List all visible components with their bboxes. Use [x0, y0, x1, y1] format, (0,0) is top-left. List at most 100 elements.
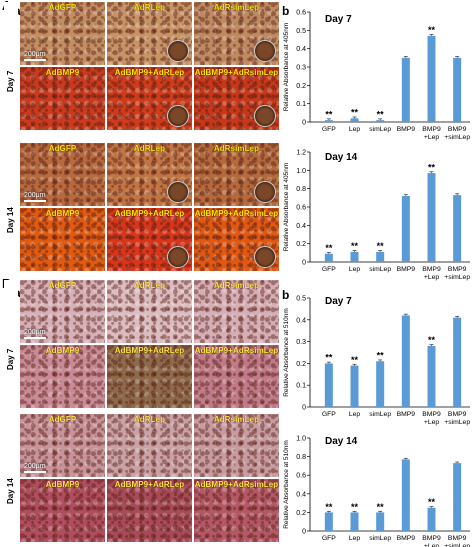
scale-bar — [24, 471, 46, 473]
x-tick-label: BMP9 — [397, 266, 416, 273]
x-tick-label: BMP9 — [422, 126, 441, 133]
micrograph-tile: AdRsimLep — [194, 143, 279, 206]
micrograph-tile: AdGFP 200μm — [20, 2, 105, 65]
micrograph-tile: AdRsimLep — [194, 414, 279, 477]
bar — [427, 507, 436, 531]
x-tick-label: +Lep — [424, 419, 440, 426]
tile-label: AdGFP — [48, 3, 77, 12]
tile-label: AdRLep — [133, 281, 166, 290]
y-tick-label: 0 — [302, 120, 306, 127]
significance-label: ** — [377, 109, 385, 119]
micrograph-tile: AdRLep — [107, 143, 192, 206]
plate-well-inset — [167, 105, 189, 127]
day-label: Day 7 — [6, 348, 15, 370]
significance-label: ** — [325, 109, 333, 119]
x-tick-label: simLep — [369, 535, 391, 542]
y-tick-label: 0.2 — [296, 83, 306, 90]
y-tick-label: 0.6 — [296, 473, 306, 480]
micrograph-tile: AdBMP9+AdRLep — [107, 67, 192, 130]
day-sidebar-b-day7: Day 7 — [4, 280, 18, 408]
x-tick-label: BMP9 — [422, 535, 441, 542]
significance-label: ** — [377, 241, 385, 251]
tile-label: AdRsimLep — [213, 415, 260, 424]
bar — [324, 512, 333, 531]
scale-bar — [24, 337, 46, 339]
y-tick-label: 0.6 — [296, 10, 306, 17]
bar — [401, 315, 410, 407]
significance-label: ** — [428, 25, 436, 35]
day-sidebar-a-day14: Day 14 — [4, 143, 18, 271]
plate-well-inset — [167, 40, 189, 62]
bar — [427, 345, 436, 407]
x-tick-label: +Lep — [424, 134, 440, 141]
micrograph-tile: AdBMP9+AdRsimLep — [194, 345, 279, 408]
x-tick-label: simLep — [369, 266, 391, 273]
tile-label: AdRLep — [133, 3, 166, 12]
micrograph-tile: AdBMP9+AdRsimLep — [194, 67, 279, 130]
bar — [350, 365, 359, 407]
bar — [427, 173, 436, 262]
plate-well-inset — [254, 105, 276, 127]
y-tick-label: 1.0 — [296, 168, 306, 175]
significance-label: ** — [351, 108, 359, 118]
micrograph-tile: AdBMP9+AdRLep — [107, 208, 192, 271]
significance-label: ** — [351, 241, 359, 251]
tile-label: AdRsimLep — [213, 3, 260, 12]
x-tick-label: BMP9 — [422, 411, 441, 418]
panel-letter-b: b — [282, 4, 290, 18]
chart-title: Day 7 — [325, 296, 352, 307]
bar — [453, 195, 462, 262]
scale-bar — [24, 59, 46, 61]
bar — [401, 459, 410, 531]
y-axis-label: Relative Absorbance at 405nm — [283, 23, 290, 112]
tile-label: AdBMP9+AdRsimLep — [194, 68, 279, 77]
y-tick-label: 1.0 — [296, 436, 306, 443]
micrograph-tile: AdBMP9 — [20, 67, 105, 130]
x-tick-label: GFP — [322, 411, 336, 418]
bar — [453, 317, 462, 407]
micrograph-tile: AdRLep — [107, 280, 192, 343]
micrograph-tile: AdBMP9+AdRLep — [107, 479, 192, 542]
y-tick-label: 0.4 — [296, 46, 306, 53]
y-tick-label: 0.6 — [296, 205, 306, 212]
plate-well-inset — [254, 246, 276, 268]
x-tick-label: +Lep — [424, 274, 440, 281]
y-tick-label: 0.8 — [296, 186, 306, 193]
scale-bar-label: 200μm — [24, 329, 46, 336]
y-axis-label: Relative Absorbance at 510nm — [283, 440, 290, 529]
tile-label: AdRLep — [133, 415, 166, 424]
bar — [324, 363, 333, 407]
tile-label: AdBMP9+AdRsimLep — [194, 209, 279, 218]
bar — [324, 120, 333, 122]
x-tick-label: GFP — [322, 266, 336, 273]
x-tick-label: BMP9 — [448, 266, 467, 273]
bar — [350, 251, 359, 262]
x-tick-label: Lep — [349, 126, 361, 133]
tile-label: AdBMP9+AdRLep — [114, 68, 185, 77]
bar — [453, 57, 462, 123]
x-tick-label: BMP9 — [448, 535, 467, 542]
micrograph-tile: AdRLep — [107, 2, 192, 65]
y-tick-label: 0.2 — [296, 241, 306, 248]
x-tick-label: GFP — [322, 126, 336, 133]
x-tick-label: +simLep — [444, 274, 470, 281]
micrograph-tile: AdBMP9 — [20, 479, 105, 542]
x-tick-label: BMP9 — [448, 411, 467, 418]
micrograph-tile: AdRsimLep — [194, 2, 279, 65]
bar — [376, 512, 385, 531]
micrograph-tile: AdGFP 200μm — [20, 143, 105, 206]
bar — [376, 120, 385, 122]
tile-label: AdBMP9+AdRsimLep — [194, 346, 279, 355]
day-label: Day 7 — [6, 70, 15, 92]
chart-title: Day 7 — [325, 14, 352, 25]
y-tick-label: 0 — [302, 529, 306, 536]
tile-label: AdBMP9+AdRLep — [114, 346, 185, 355]
x-tick-label: BMP9 — [397, 535, 416, 542]
y-tick-label: 0.1 — [296, 383, 306, 390]
day-sidebar-a-day7: Day 7 — [4, 2, 18, 130]
y-tick-label: 0.4 — [296, 317, 306, 324]
y-tick-label: 0.1 — [296, 101, 306, 108]
significance-label: ** — [428, 335, 436, 345]
panel-letter-B-b: b — [282, 288, 290, 302]
x-tick-label: GFP — [322, 535, 336, 542]
